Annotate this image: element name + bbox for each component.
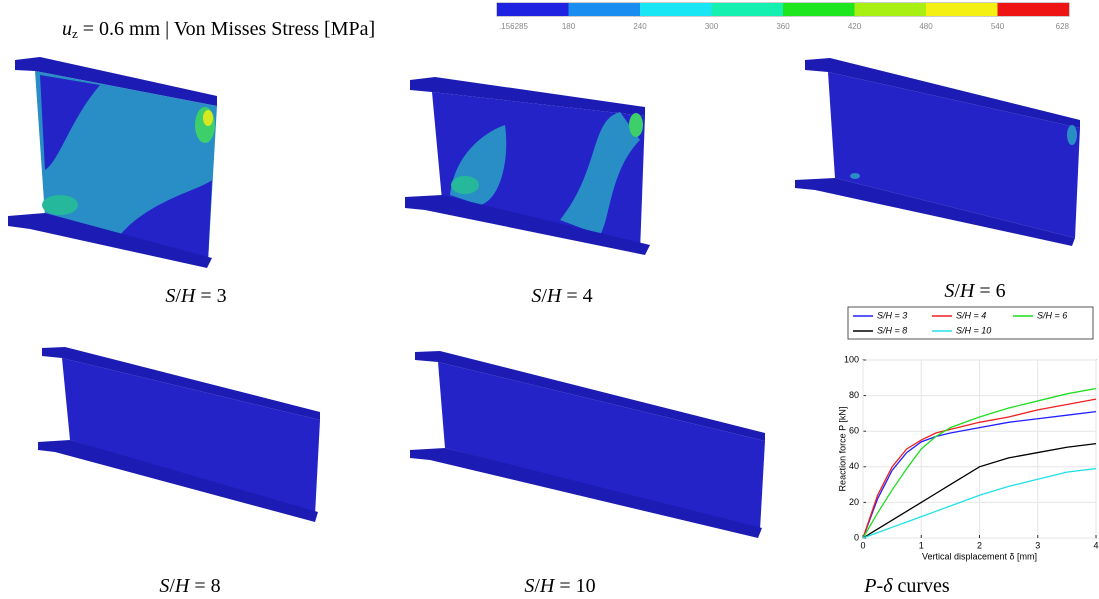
text-part: S — [159, 575, 169, 597]
colorbar-band — [569, 3, 641, 16]
text-part: H — [180, 285, 197, 307]
text-part: H — [959, 280, 976, 302]
text-part: - — [877, 575, 884, 597]
y-tick-label: 100 — [844, 354, 859, 364]
text-part: = 0.6 mm | Von Misses Stress [MPa] — [78, 18, 375, 40]
colorbar-label: .156285 — [499, 22, 528, 31]
text-part: = 8 — [189, 575, 220, 597]
colorbar-label: 628 — [1056, 22, 1070, 31]
text-part: S — [524, 575, 534, 597]
figure: uz = 0.6 mm | Von Misses Stress [MPa] .15… — [0, 0, 1099, 599]
colorbar-band — [640, 3, 712, 16]
text-part: u — [62, 18, 72, 40]
beam-model — [410, 351, 765, 538]
x-tick-label: 2 — [977, 540, 982, 550]
text-part: = 10 — [554, 575, 595, 597]
beam-model — [8, 57, 217, 268]
colorbar-band — [998, 3, 1070, 16]
x-tick-label: 1 — [919, 540, 924, 550]
panel-caption: S/H = 3 — [165, 285, 226, 307]
text-part: H — [546, 285, 563, 307]
text-part: H — [174, 575, 191, 597]
x-tick-label: 4 — [1093, 540, 1098, 550]
colorbar-label: 420 — [848, 22, 862, 31]
colorbar-label: 360 — [776, 22, 790, 31]
panel-caption: S/H = 4 — [531, 285, 592, 307]
colorbar-band — [926, 3, 998, 16]
text-part: = 3 — [195, 285, 226, 307]
panel-caption: S/H = 10 — [524, 575, 595, 597]
colorbar-band — [783, 3, 855, 16]
colorbar-label: 180 — [562, 22, 576, 31]
y-tick-label: 60 — [849, 426, 859, 436]
panel-caption: S/H = 6 — [944, 280, 1005, 302]
y-tick-label: 80 — [849, 390, 859, 400]
text-part: P — [863, 575, 876, 597]
y-tick-label: 40 — [849, 461, 859, 471]
text-part: S — [165, 285, 175, 307]
figure-canvas: uz = 0.6 mm | Von Misses Stress [MPa] .15… — [0, 0, 1099, 599]
y-axis-label: Reaction force P [kN] — [837, 407, 847, 492]
legend-label: S/H = 4 — [956, 310, 986, 320]
text-part: = 4 — [561, 285, 592, 307]
colorbar-label: 540 — [991, 22, 1005, 31]
text-part: curves — [892, 575, 949, 597]
colorbar-label: 480 — [919, 22, 933, 31]
beam-model — [405, 77, 650, 255]
colorbar-label: 240 — [633, 22, 647, 31]
colorbar-label: 300 — [705, 22, 719, 31]
legend-label: S/H = 3 — [877, 310, 907, 320]
colorbar-band — [712, 3, 784, 16]
legend-label: S/H = 8 — [877, 325, 907, 335]
beam-model — [795, 58, 1080, 246]
colorbar-band — [855, 3, 927, 16]
text-part: H — [539, 575, 556, 597]
panel-caption: S/H = 8 — [159, 575, 220, 597]
x-tick-label: 3 — [1035, 540, 1040, 550]
text-part: S — [944, 280, 954, 302]
y-tick-label: 0 — [854, 532, 859, 542]
x-tick-label: 0 — [860, 540, 865, 550]
panel-caption: P-δ curves — [863, 575, 950, 597]
y-tick-label: 20 — [849, 497, 859, 507]
text-part: = 6 — [974, 280, 1005, 302]
legend-label: S/H = 6 — [1037, 310, 1067, 320]
legend-label: S/H = 10 — [956, 325, 991, 335]
x-axis-label: Vertical displacement δ [mm] — [922, 551, 1037, 561]
text-part: S — [531, 285, 541, 307]
colorbar-band — [497, 3, 569, 16]
beam-model — [38, 347, 320, 522]
chart-title: uz = 0.6 mm | Von Misses Stress [MPa] — [62, 18, 375, 41]
